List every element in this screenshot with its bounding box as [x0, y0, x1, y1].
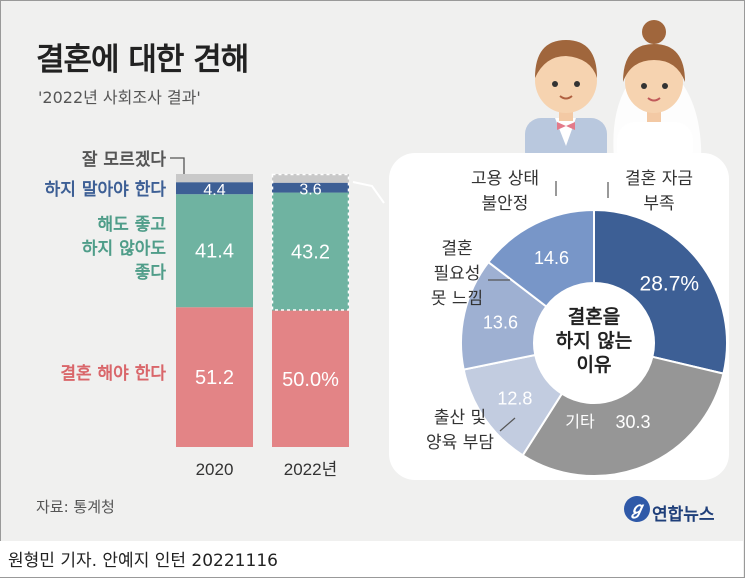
slice-name-label: 필요성 [434, 264, 481, 284]
slice-name-label: 결혼 자금 [625, 169, 693, 189]
legend-dont-know: 잘 모르겠다 [81, 150, 166, 170]
slice-name-label: 양육 부담 [426, 433, 494, 453]
donut-slice [486, 208, 595, 308]
bar-value-label: 4.4 [203, 182, 225, 199]
legend-either-line1: 해도 좋고 [97, 215, 166, 235]
yonhap-logo-icon: ℊ [624, 496, 650, 522]
callout-connector [352, 181, 385, 204]
donut-slice [521, 355, 725, 477]
bar-value-label: 41.4 [195, 241, 234, 263]
donut-center-label: 결혼을 [568, 305, 620, 328]
legend-must-marry: 결혼 해야 한다 [60, 364, 166, 384]
bar-segment [176, 174, 253, 183]
bar-value-label: 3.6 [299, 182, 321, 199]
slice-value-label: 28.7% [640, 272, 700, 295]
x-tick-label: 2022년 [284, 460, 337, 479]
slice-name-label: 결혼 [441, 239, 472, 259]
slice-name-label: 고용 상태 [471, 169, 539, 189]
slice-name-label: 부족 [643, 194, 674, 214]
bar-segment [176, 182, 253, 195]
bar-value-label: 50.0% [282, 369, 339, 391]
page-title: 결혼에 대한 견해 [36, 42, 249, 78]
legend-connector [170, 157, 185, 176]
legend-either: 해도 좋고 하지 않아도 좋다 [40, 213, 166, 285]
bar-segment [272, 182, 349, 193]
donut-slice [593, 208, 728, 375]
leader-line [499, 417, 516, 432]
donut-center-label: 하지 않는 [556, 330, 633, 352]
slice-name-label: 못 느낌 [431, 289, 483, 309]
bar-segment [272, 174, 349, 183]
slice-value-label: 14.6 [534, 248, 569, 268]
x-tick-label: 2020 [196, 460, 234, 479]
legend-not-marry: 하지 말아야 한다 [44, 180, 166, 200]
bar-value-label: 43.2 [291, 242, 330, 264]
bar-segment [176, 194, 253, 308]
slice-name-label: 불안정 [482, 194, 529, 214]
legend-either-line3: 좋다 [134, 263, 166, 283]
slice-name-label: 출산 및 [434, 408, 486, 428]
bar-value-label: 51.2 [195, 367, 234, 389]
bar-segment [272, 192, 349, 311]
yonhap-logo-text: 연합뉴스 [652, 505, 715, 525]
bar-segment [272, 310, 349, 447]
page-subtitle: '2022년 사회조사 결과' [38, 88, 201, 107]
slice-value-label: 13.6 [483, 312, 518, 332]
legend-either-line2: 하지 않아도 [81, 239, 166, 259]
slice-value-label: 12.8 [497, 388, 532, 408]
source-note: 자료: 통계청 [36, 498, 115, 516]
slice-value-label: 30.3 [615, 412, 650, 432]
highlight-outline [271, 173, 350, 311]
donut-center-label: 이유 [577, 354, 612, 376]
credit-line: 원형민 기자. 안예지 인턴 20221116 [8, 551, 278, 571]
slice-name-label: 기타 [565, 412, 595, 431]
bar-segment [176, 307, 253, 447]
footer-bar [0, 541, 743, 577]
